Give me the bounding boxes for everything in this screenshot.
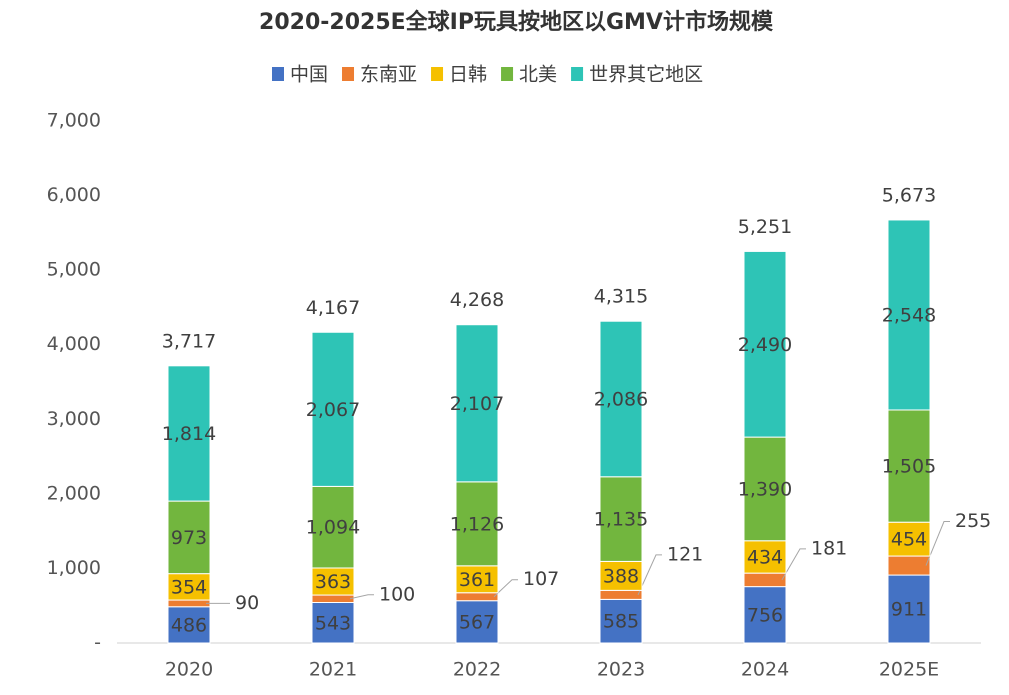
data-label: 2,067 (306, 399, 360, 421)
data-label: 1,390 (738, 478, 792, 500)
total-label: 5,673 (882, 184, 936, 206)
bar-segment (455, 324, 499, 483)
y-tick-label: - (94, 632, 101, 654)
bar-segment (455, 600, 499, 644)
bar-segment (887, 574, 931, 644)
data-label: 973 (171, 527, 207, 549)
x-tick-label: 2021 (309, 659, 357, 681)
data-label: 2,490 (738, 334, 792, 356)
bar-segment (887, 555, 931, 576)
bar-segment (599, 560, 643, 591)
bar-segment (455, 592, 499, 602)
data-label: 1,094 (306, 517, 360, 539)
leader-line (349, 594, 374, 600)
data-label: 1,126 (450, 513, 504, 535)
chart-title: 2020-2025E全球IP玩具按地区以GMV计市场规模 (259, 9, 774, 35)
bar-segment (599, 476, 643, 562)
bar-segment (599, 320, 643, 478)
data-label: 1,505 (882, 456, 936, 478)
leader-line (493, 579, 518, 598)
data-label: 363 (315, 571, 351, 593)
bar-segment (311, 594, 355, 604)
legend-label: 日韩 (449, 64, 487, 86)
bar-segment (599, 589, 643, 600)
total-label: 4,167 (306, 297, 360, 319)
legend-marker (342, 67, 355, 81)
data-label: 1,135 (594, 509, 648, 531)
data-label: 486 (171, 614, 207, 636)
bar-segment (167, 606, 211, 644)
x-tick-label: 2025E (879, 659, 939, 681)
bar-segment (167, 365, 211, 502)
total-label: 4,315 (594, 286, 648, 308)
data-label: 354 (171, 576, 207, 598)
bar-segment (311, 567, 355, 596)
bar-segment (455, 481, 499, 567)
total-label: 4,268 (450, 289, 504, 311)
total-label: 3,717 (162, 330, 216, 352)
legend-marker (501, 67, 514, 81)
y-tick-label: 3,000 (47, 408, 101, 430)
data-label: 90 (235, 592, 259, 614)
data-label: 361 (459, 569, 495, 591)
bar-segment (167, 500, 211, 575)
bar-segment (311, 331, 355, 487)
data-label: 2,548 (882, 304, 936, 326)
data-label: 756 (747, 604, 783, 626)
x-tick-label: 2020 (165, 659, 213, 681)
data-label: 388 (603, 565, 639, 587)
y-tick-label: 6,000 (47, 184, 101, 206)
bar-segment (887, 521, 931, 557)
legend-marker (571, 67, 584, 81)
y-tick-label: 4,000 (47, 333, 101, 355)
legend-marker (272, 67, 284, 81)
data-label: 434 (747, 546, 783, 568)
data-label: 2,086 (594, 389, 648, 411)
leader-line (637, 554, 662, 596)
bar-segment (743, 586, 787, 644)
legend-label: 北美 (519, 64, 557, 86)
bar-segment (743, 436, 787, 542)
leader-line (781, 548, 806, 581)
data-label: 100 (379, 583, 415, 605)
data-label: 181 (811, 537, 847, 559)
bar-segment (743, 572, 787, 588)
bar-segment (167, 599, 211, 608)
legend-label: 世界其它地区 (589, 64, 703, 86)
data-label: 121 (667, 543, 703, 565)
data-label: 454 (891, 529, 927, 551)
y-tick-label: 7,000 (47, 110, 101, 132)
data-label: 911 (891, 599, 927, 621)
y-tick-label: 1,000 (47, 557, 101, 579)
data-label: 1,814 (162, 423, 216, 445)
bar-segment (311, 485, 355, 569)
bar-segment (743, 250, 787, 438)
legend-label: 东南亚 (360, 64, 417, 86)
data-label: 255 (955, 510, 991, 532)
bar-segment (887, 219, 931, 411)
bar-segment (887, 409, 931, 523)
data-label: 585 (603, 611, 639, 633)
bar-segment (599, 598, 643, 644)
x-tick-label: 2024 (741, 659, 789, 681)
legend-label: 中国 (290, 64, 328, 86)
data-label: 2,107 (450, 393, 504, 415)
x-tick-label: 2023 (597, 659, 645, 681)
leader-line (925, 521, 950, 566)
y-tick-label: 2,000 (47, 482, 101, 504)
legend-marker (431, 67, 444, 81)
data-label: 107 (523, 568, 559, 590)
x-tick-label: 2022 (453, 659, 501, 681)
data-label: 567 (459, 611, 495, 633)
total-label: 5,251 (738, 216, 792, 238)
y-tick-label: 5,000 (47, 259, 101, 281)
data-label: 543 (315, 612, 351, 634)
